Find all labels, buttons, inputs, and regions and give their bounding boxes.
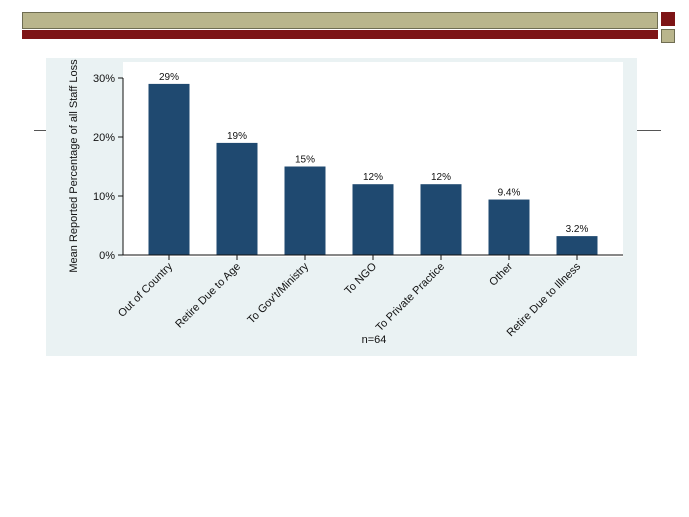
x-tick-label: Retire Due to Age xyxy=(173,261,243,331)
x-tick-label: To NGO xyxy=(343,260,380,297)
bar xyxy=(216,142,258,255)
y-tick-label: 0% xyxy=(99,250,115,262)
title-underline-band xyxy=(22,30,658,39)
corner-square-red xyxy=(661,12,675,26)
bar-value-label: 29% xyxy=(159,72,179,83)
x-tick-label: Retire Due to Illness xyxy=(505,260,584,339)
x-tick-label: To Private Practice xyxy=(374,261,447,334)
y-tick-label: 30% xyxy=(93,73,115,85)
x-tick-label: Other xyxy=(487,260,515,288)
chart-panel: Mean Reported Percentage of all Staff Lo… xyxy=(46,58,637,356)
bar xyxy=(284,166,326,255)
y-tick-label: 10% xyxy=(93,191,115,203)
y-axis-label: Mean Reported Percentage of all Staff Lo… xyxy=(68,59,80,273)
bar xyxy=(488,199,530,255)
bar-value-label: 12% xyxy=(363,172,383,183)
bar-chart: Mean Reported Percentage of all Staff Lo… xyxy=(68,59,623,346)
bar xyxy=(556,236,598,255)
bar xyxy=(352,184,394,255)
bar-value-label: 9.4% xyxy=(498,188,521,199)
bar-value-label: 3.2% xyxy=(566,224,589,235)
bar-value-label: 12% xyxy=(431,172,451,183)
bar-value-label: 19% xyxy=(227,131,247,142)
divider-line-right xyxy=(636,130,661,131)
bar xyxy=(420,184,462,255)
bar xyxy=(148,83,190,256)
title-band xyxy=(22,12,658,29)
divider-line-left xyxy=(34,130,48,131)
x-tick-label: Out of Country xyxy=(116,260,175,319)
y-tick-label: 20% xyxy=(93,132,115,144)
x-tick-label: To Gov't/Ministry xyxy=(245,260,311,326)
x-axis-label: n=64 xyxy=(362,334,387,346)
bar-value-label: 15% xyxy=(295,155,315,166)
corner-square-olive xyxy=(661,29,675,43)
